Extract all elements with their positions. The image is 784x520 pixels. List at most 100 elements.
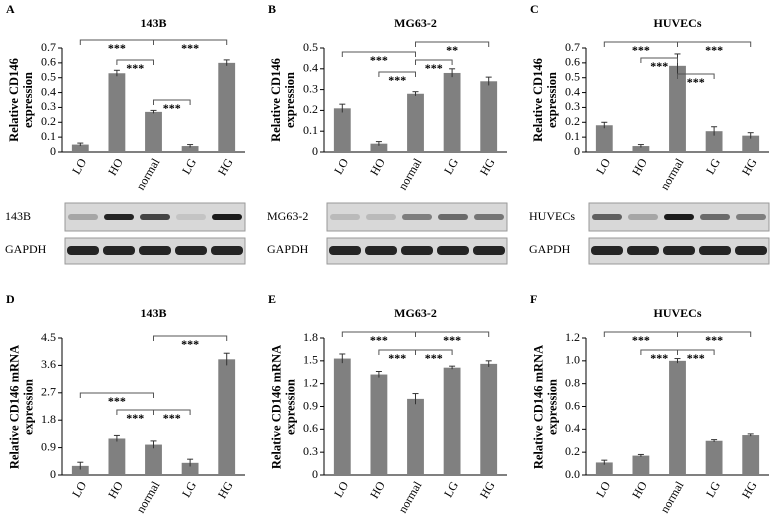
x-tick-label: LO (593, 156, 613, 177)
bar (595, 125, 613, 152)
blot-band (402, 214, 432, 220)
x-tick-label: HO (629, 479, 650, 501)
y-tick-label: 3.6 (41, 357, 56, 371)
blot-band (103, 246, 135, 255)
y-tick-label: 0.1 (41, 129, 56, 143)
y-tick-label: 0 (50, 467, 56, 481)
blot-band (139, 246, 171, 255)
blot-band (212, 214, 242, 220)
blot-band (365, 246, 397, 255)
bar (145, 111, 162, 152)
y-axis-label: Relative CD146 expression (269, 58, 297, 142)
y-tick-label: 0 (312, 467, 318, 481)
y-tick-label: 4.5 (41, 330, 56, 344)
bar (218, 359, 236, 475)
significance-bracket (116, 59, 154, 65)
panel-letter: C (530, 2, 539, 16)
y-tick-label: 0.5 (41, 69, 56, 83)
bar (480, 363, 498, 475)
significance-bracket (415, 41, 490, 47)
x-tick-label: normal (657, 478, 686, 515)
x-tick-label: LO (69, 479, 89, 500)
significance-bracket (378, 71, 416, 77)
blot-band (591, 246, 623, 255)
blot-label: 143B (5, 209, 31, 223)
significance-bracket (153, 39, 228, 45)
bar (71, 465, 89, 475)
y-tick-label: 0.4 (565, 84, 580, 98)
blot-band (176, 214, 206, 220)
panel-letter: A (6, 2, 15, 16)
y-tick-label: 0.9 (303, 398, 318, 412)
bar (480, 81, 498, 152)
significance-label: *** (425, 351, 443, 365)
bar (333, 358, 351, 475)
bar (71, 144, 89, 152)
y-tick-label: 0.0 (565, 467, 580, 481)
x-tick-label: HG (739, 156, 760, 178)
bar (333, 108, 351, 152)
y-axis-label: Relative CD146 mRNA expression (531, 344, 559, 469)
bar (181, 462, 199, 475)
chart-title: HUVECs (653, 306, 701, 320)
y-tick-label: 0.8 (565, 375, 580, 389)
y-tick-label: 0.3 (565, 99, 580, 113)
blot-band (68, 214, 98, 220)
x-tick-label: LG (441, 479, 461, 500)
blot-band (438, 214, 468, 220)
bar (443, 72, 461, 152)
blot-band (474, 214, 504, 220)
significance-bracket (640, 57, 678, 63)
blot-band (700, 214, 730, 220)
significance-label: *** (687, 351, 705, 365)
x-tick-label: LO (593, 479, 613, 500)
blot-band (366, 214, 396, 220)
bar (705, 131, 723, 152)
significance-bracket (415, 59, 453, 65)
x-tick-label: HO (105, 479, 126, 501)
bar (443, 367, 461, 475)
chart-title: 143B (140, 306, 166, 320)
y-tick-label: 0 (50, 144, 56, 158)
y-axis-label: Relative CD146 expression (7, 58, 35, 142)
y-axis-label: Relative CD146 mRNA expression (269, 344, 297, 469)
significance-bracket (153, 335, 228, 341)
chart-title: 143B (140, 16, 166, 30)
x-tick-label: HG (477, 479, 498, 501)
x-tick-label: normal (133, 478, 162, 515)
blot-band (627, 246, 659, 255)
y-tick-label: 0.5 (565, 69, 580, 83)
x-tick-label: LG (179, 479, 199, 500)
significance-label: *** (705, 43, 723, 57)
significance-bracket (677, 331, 752, 337)
x-tick-label: normal (395, 478, 424, 515)
significance-label: *** (181, 337, 199, 351)
significance-label: *** (388, 351, 406, 365)
blot-band (67, 246, 99, 255)
significance-label: *** (370, 333, 388, 347)
blot-band (664, 214, 694, 220)
bar (669, 360, 686, 475)
significance-bracket (415, 331, 490, 337)
y-tick-label: 0.7 (565, 40, 580, 54)
significance-label: *** (126, 61, 144, 75)
y-tick-label: 0.7 (41, 40, 56, 54)
y-tick-label: 2.7 (41, 385, 56, 399)
y-axis-label: Relative CD146 mRNA expression (7, 344, 35, 469)
blot-band (592, 214, 622, 220)
y-tick-label: 0.4 (303, 61, 318, 75)
bar (742, 135, 760, 152)
blot-band (628, 214, 658, 220)
x-tick-label: LO (69, 156, 89, 177)
blot-label: GAPDH (5, 242, 47, 256)
significance-label: *** (443, 333, 461, 347)
blot-band (175, 246, 207, 255)
y-tick-label: 0.4 (565, 421, 580, 435)
bar (669, 65, 686, 152)
y-tick-label: 0.1 (565, 129, 580, 143)
y-tick-label: 0.6 (41, 55, 56, 69)
significance-label: *** (388, 73, 406, 87)
blot-label: HUVECs (529, 209, 575, 223)
blot-band (735, 246, 767, 255)
